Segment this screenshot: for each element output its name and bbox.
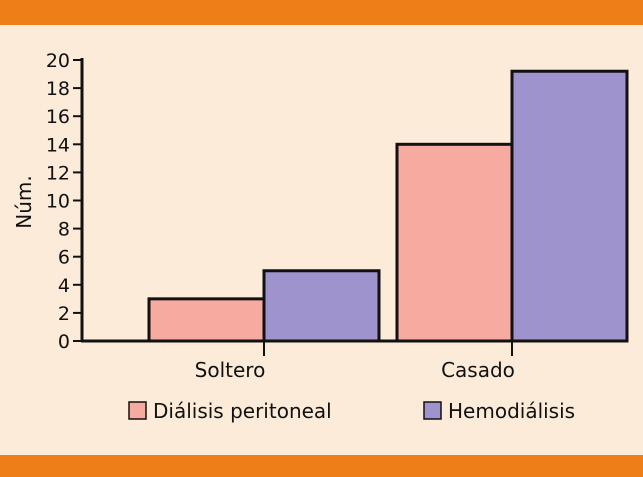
legend-label-1: Diálisis peritoneal bbox=[153, 399, 332, 423]
y-tick-label-2: 2 bbox=[58, 303, 70, 325]
legend-swatch-1 bbox=[128, 401, 147, 420]
legend-swatch-2 bbox=[423, 401, 442, 420]
legend: Diálisis peritoneal Hemodiálisis bbox=[128, 399, 575, 423]
x-tick-label-2: Casado bbox=[441, 358, 515, 382]
y-tick-label-20: 20 bbox=[46, 50, 70, 72]
y-tick-label-12: 12 bbox=[46, 162, 70, 184]
bar-1-2 bbox=[395, 142, 514, 343]
y-tick-label-14: 14 bbox=[46, 134, 70, 156]
top-band bbox=[0, 0, 643, 25]
plot-area: 0 2 4 6 8 10 12 14 16 18 20 Soltero Casado bbox=[46, 50, 629, 382]
bar-1-1 bbox=[147, 297, 266, 343]
legend-label-2: Hemodiálisis bbox=[448, 399, 575, 423]
y-tick-label-0: 0 bbox=[58, 331, 70, 353]
bar-2-1 bbox=[262, 269, 381, 343]
y-tick-label-8: 8 bbox=[58, 219, 70, 241]
y-tick-label-18: 18 bbox=[46, 78, 70, 100]
y-axis-title: Núm. bbox=[12, 175, 36, 228]
x-tick-label-1: Soltero bbox=[195, 358, 266, 382]
bottom-band bbox=[0, 455, 643, 477]
y-tick-label-16: 16 bbox=[46, 106, 70, 128]
y-tick-label-10: 10 bbox=[46, 191, 70, 213]
y-tick-label-6: 6 bbox=[58, 247, 70, 269]
bar-2-2 bbox=[510, 69, 629, 343]
y-tick-label-4: 4 bbox=[58, 275, 70, 297]
